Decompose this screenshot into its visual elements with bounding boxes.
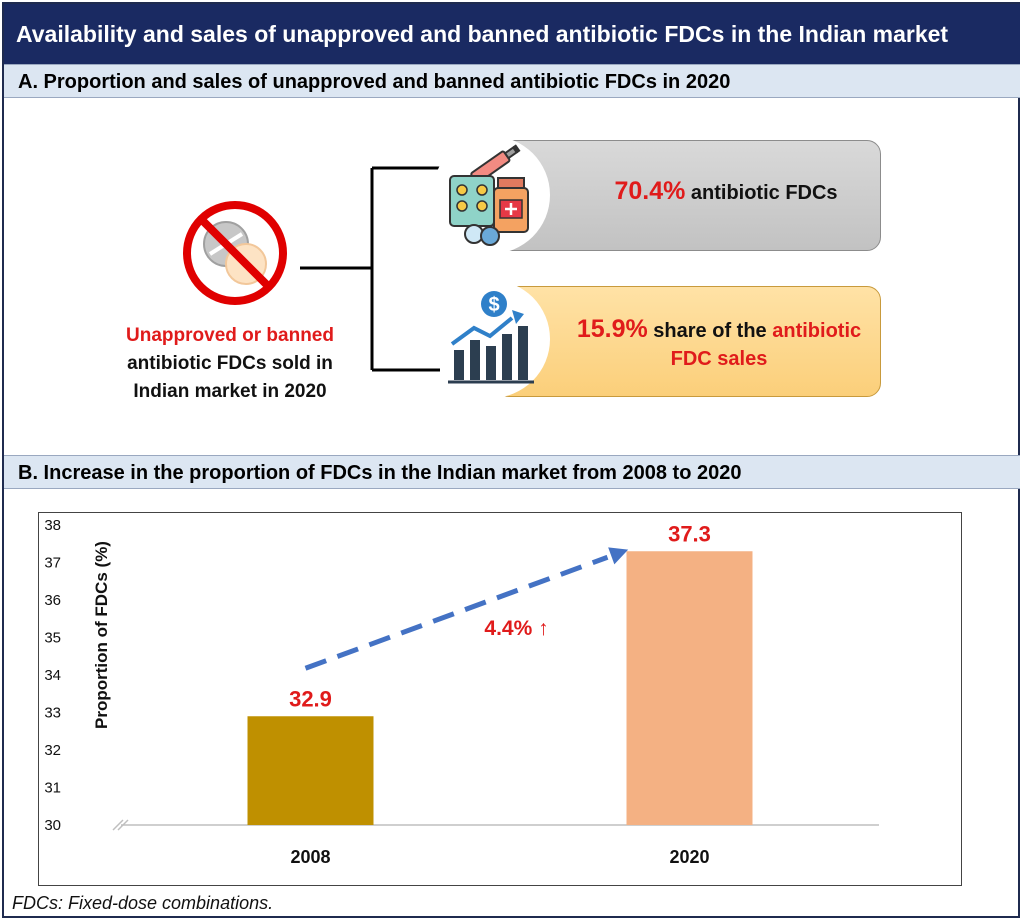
axis-break-mark [112,819,124,831]
antibiotic-fdc-sales-card: 15.9% share of the antibiotic FDC sales [495,286,881,397]
medicine-icon-circle [432,136,550,254]
caption-line-3: Indian market in 2020 [133,381,327,402]
card2-text: 15.9% share of the antibiotic FDC sales [554,315,884,373]
figure-title: Availability and sales of unapproved and… [4,4,1020,64]
y-tick-label: 32 [44,742,61,759]
chart-box: 30 31 32 33 34 35 36 37 38 Proportion of FDCs (%)… [38,512,962,886]
sales-icon-circle: $ [432,280,550,398]
trend-arrow-head [608,547,629,565]
banned-fdc-caption: Unapproved or banned antibiotic FDCs sol… [75,322,385,406]
section-a-heading: A. Proportion and sales of unapproved an… [4,64,1020,98]
y-tick-label: 33 [44,705,61,722]
card1-text: 70.4% antibiotic FDCs [576,177,876,206]
y-tick-label: 37 [44,555,61,572]
data-label-2008: 32.9 [289,686,332,711]
y-tick-label: 31 [44,780,61,797]
axis-break-mark [117,819,129,831]
y-tick-label: 36 [44,592,61,609]
trend-arrow-line [304,554,609,671]
y-axis-label: Proportion of FDCs (%) [92,541,111,729]
y-tick-label: 35 [44,630,61,647]
card2-value: 15.9% [576,315,648,343]
x-tick-label-2020: 2020 [669,847,709,867]
data-label-2020: 37.3 [668,521,711,546]
card1-label: antibiotic FDCs [685,182,838,204]
y-tick-label: 38 [44,517,61,534]
card2-label-black: share of the [647,320,773,342]
bar-2008 [247,716,374,825]
svg-text:$: $ [488,294,499,316]
medicine-icon [449,144,529,246]
sales-growth-icon: $ [448,291,534,384]
increase-annotation: 4.4% ↑ [484,617,548,640]
x-tick-label-2008: 2008 [290,847,330,867]
caption-line-2: antibiotic FDCs sold in [127,353,333,374]
antibiotic-fdc-proportion-card: 70.4% antibiotic FDCs [495,140,881,251]
y-tick-label: 30 [44,817,61,834]
section-b-heading: B. Increase in the proportion of FDCs in… [4,455,1020,489]
banned-pill-icon [183,201,287,305]
footnote: FDCs: Fixed-dose combinations. [12,893,274,913]
y-tick-label: 34 [44,667,61,684]
card1-value: 70.4% [614,177,686,205]
caption-red-line: Unapproved or banned [126,325,334,346]
bar-2020 [626,551,753,825]
fdc-proportion-bar-chart: 30 31 32 33 34 35 36 37 38 Proportion of FDCs (%)… [44,517,879,867]
card2-label-red-1: antibiotic [772,320,862,342]
card2-label-red-2: FDC sales [670,348,768,370]
